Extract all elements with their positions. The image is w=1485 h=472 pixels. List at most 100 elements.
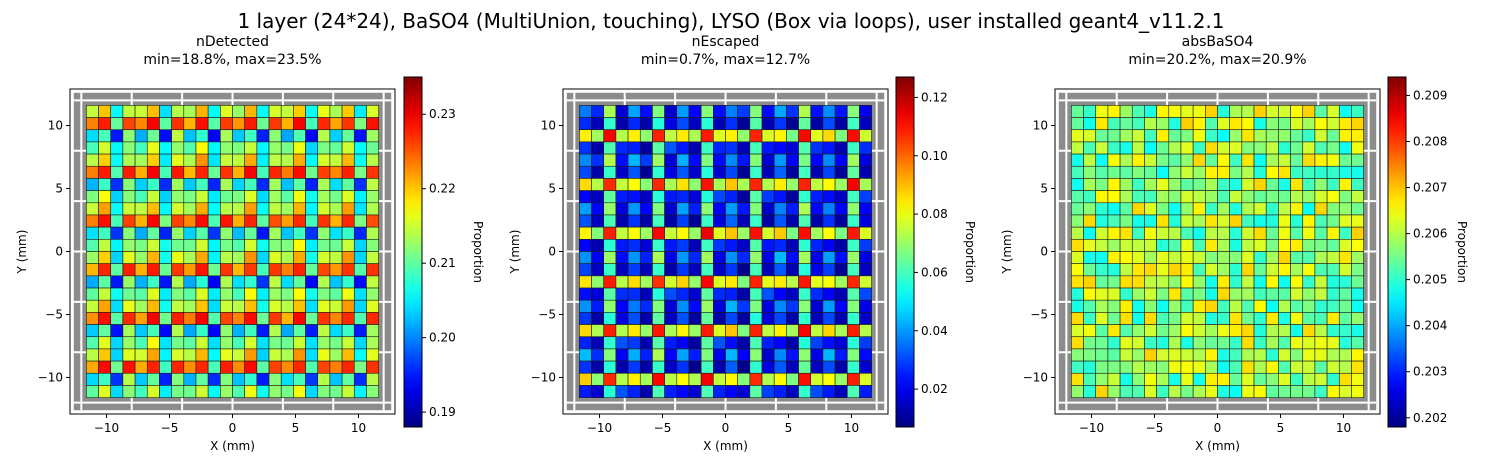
heatmap-cell [615,312,629,325]
heatmap-cell [761,312,775,325]
heatmap-cell [1144,214,1157,228]
heatmap-cell [1083,251,1097,264]
heatmap-cell [676,360,690,374]
heatmap-cell [1217,287,1230,301]
heatmap-cell [122,129,136,143]
heatmap-cell [280,117,294,131]
heatmap-cell [220,165,233,179]
heatmap-cell [232,153,245,167]
heatmap-cell [146,251,160,264]
heatmap-cell [676,336,690,350]
heatmap-cell [615,324,629,338]
heatmap-cell [761,226,775,240]
heatmap-cell [1071,153,1084,167]
heatmap-cell [134,251,148,264]
heatmap-cell [353,202,367,216]
heatmap-cell [1338,385,1352,398]
heatmap-cell [1241,105,1255,118]
heatmap-cell [1351,214,1364,228]
heatmap-cell [786,153,799,167]
heatmap-cell [1351,348,1364,362]
heatmap-cell [1241,178,1255,191]
heatmap-cell [122,239,136,252]
heatmap-cell [652,385,665,398]
heatmap-cell [183,275,197,289]
heatmap-cell [676,275,690,289]
heatmap-cell [1241,372,1255,386]
heatmap-cell [1229,251,1243,264]
heatmap-cells [86,105,379,398]
heatmap-cell [134,385,148,398]
heatmap-cell [341,178,355,191]
heatmap-cell [268,372,282,386]
y-tick-label: 10 [1033,119,1048,133]
heatmap-cell [1144,117,1157,131]
heatmap-cell [615,251,629,264]
heatmap-cell [1205,153,1218,167]
heatmap-cell [1119,190,1133,204]
heatmap-cell [1241,275,1255,289]
heatmap-cell [244,275,258,289]
heatmap-cell [591,214,605,228]
heatmap-cell [688,202,702,216]
heatmap-cell [122,372,136,386]
heatmap-cell [1144,275,1157,289]
heatmap-cell [725,153,738,167]
heatmap-cell [317,117,331,131]
heatmap-cell [293,312,306,325]
heatmap-cell [1326,153,1340,167]
heatmap-cell [183,117,197,131]
heatmap-cell [220,129,233,143]
heatmap-cell [341,153,355,167]
heatmap-cell [244,141,258,155]
heatmap-cell [1278,141,1291,155]
heatmap-cell [1144,239,1157,252]
heatmap-cell [1229,263,1243,277]
heatmap-cell [615,178,629,191]
heatmap-cell [256,105,270,118]
heatmap-cell [822,105,836,118]
heatmap-cell [159,324,172,338]
heatmap-cell [1241,348,1255,362]
heatmap-cell [1180,129,1194,143]
heatmap-cell [1241,360,1255,374]
heatmap-cell [652,287,665,301]
heatmap-cell [1168,141,1182,155]
heatmap-cell [1119,105,1133,118]
heatmap-cell [639,190,653,204]
heatmap-cell [1241,153,1255,167]
heatmap-cell [725,226,738,240]
heatmap-cell [1278,336,1291,350]
heatmap-cell [1241,129,1255,143]
y-axis-label: Y (mm) [15,230,29,275]
heatmap-cell [1156,226,1170,240]
heatmap-cell [1180,251,1194,264]
heatmap-cell [846,129,860,143]
heatmap-cell [1217,263,1230,277]
heatmap-cell [268,299,282,313]
heatmap-cell [1217,336,1230,350]
heatmap-cell [579,385,592,398]
heatmap-cells [1071,105,1364,398]
heatmap-cell [86,324,99,338]
heatmap-cell [761,372,775,386]
heatmap-cell [810,348,824,362]
heatmap-cell [280,178,294,191]
heatmap-cell [822,348,836,362]
heatmap-cell [195,202,209,216]
heatmap-cell [98,299,112,313]
heatmap-cell [220,190,233,204]
x-tick-label: 5 [785,421,793,435]
heatmap-cell [700,190,714,204]
heatmap-cell [122,299,136,313]
heatmap-cell [639,153,653,167]
heatmap-cell [1302,385,1316,398]
heatmap-cell [98,336,112,350]
heatmap-cell [713,372,726,386]
heatmap-cell [688,324,702,338]
heatmap-cell [737,226,751,240]
heatmap-cell [700,287,714,301]
heatmap-cell [834,178,848,191]
heatmap-cell [1314,190,1328,204]
heatmap-cell [1265,312,1279,325]
